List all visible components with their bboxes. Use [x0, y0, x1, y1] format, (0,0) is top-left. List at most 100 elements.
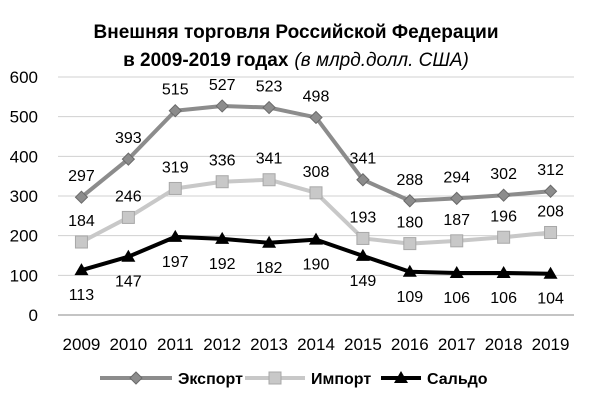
x-tick-label: 2017 — [438, 335, 476, 354]
legend-marker — [394, 371, 408, 383]
data-point — [543, 184, 558, 198]
data-label: 527 — [209, 77, 236, 94]
data-point — [450, 191, 464, 206]
data-point — [168, 104, 182, 118]
x-axis-ticks: 2009 2010 2011 2012 2013 2014 2015 2016 2017 2018… — [63, 335, 570, 354]
data-point — [544, 225, 558, 239]
data-point — [450, 234, 464, 248]
data-label: 294 — [443, 169, 470, 186]
legend-label: Импорт — [311, 371, 371, 388]
data-label: 192 — [209, 256, 236, 273]
x-tick-label: 2015 — [344, 335, 382, 354]
chart-title-line2-italic: (в млрд.долл. США) — [294, 50, 468, 71]
data-point — [356, 173, 370, 187]
series-group — [74, 99, 558, 279]
data-point — [262, 235, 277, 248]
data-point — [121, 210, 135, 224]
chart-title-line2-bold: в 2009-2019 годах — [123, 50, 289, 71]
x-tick-label: 2013 — [250, 335, 288, 354]
data-point — [449, 265, 464, 278]
data-label: 184 — [68, 213, 95, 230]
y-tick-label: 100 — [10, 266, 38, 285]
data-point — [355, 248, 370, 261]
data-point — [168, 181, 182, 195]
x-tick-label: 2009 — [63, 335, 101, 354]
data-label: 319 — [162, 159, 189, 176]
data-point — [74, 263, 89, 276]
data-label: 106 — [490, 290, 517, 307]
data-label: 197 — [162, 254, 189, 271]
data-point — [215, 175, 229, 189]
x-tick-label: 2019 — [532, 335, 570, 354]
data-label: 498 — [303, 88, 330, 105]
data-point — [497, 230, 511, 244]
data-label: 308 — [303, 164, 330, 181]
data-point — [215, 231, 230, 244]
x-tick-label: 2011 — [157, 335, 194, 354]
data-label: 341 — [256, 151, 283, 168]
x-tick-label: 2010 — [109, 335, 147, 354]
data-point — [262, 173, 276, 187]
data-point — [168, 229, 183, 242]
data-label: 297 — [68, 168, 95, 185]
chart-title-line2: в 2009-2019 годах (в млрд.долл. США) — [123, 50, 469, 71]
data-point — [74, 190, 89, 204]
data-labels: 297 393 515 527 523 498 341 288 294 302 312 184 246 3… — [68, 77, 564, 308]
data-label: 104 — [537, 291, 564, 308]
legend-marker — [268, 371, 282, 385]
y-tick-label: 600 — [10, 68, 38, 87]
data-label: 302 — [490, 166, 517, 183]
data-point — [309, 110, 323, 125]
data-label: 341 — [350, 151, 377, 168]
data-point — [74, 235, 88, 249]
data-label: 336 — [209, 153, 236, 170]
data-label: 523 — [256, 79, 283, 96]
data-point — [543, 266, 558, 279]
data-label: 190 — [303, 257, 330, 274]
data-label: 312 — [537, 162, 564, 179]
data-point — [309, 232, 323, 245]
data-point — [356, 231, 370, 245]
data-label: 109 — [396, 289, 423, 306]
data-label: 246 — [115, 188, 142, 205]
data-point — [309, 186, 323, 200]
y-tick-label: 200 — [10, 227, 38, 246]
legend-label: Экспорт — [178, 371, 243, 388]
data-point — [402, 264, 417, 277]
data-point — [215, 99, 229, 113]
data-label: 196 — [490, 208, 517, 225]
data-label: 187 — [443, 212, 470, 229]
data-label: 180 — [396, 215, 423, 232]
data-label: 288 — [396, 172, 423, 189]
data-label: 106 — [443, 290, 470, 307]
data-point — [403, 237, 417, 251]
chart-title-line1: Внешняя торговля Российской Федерации — [94, 22, 499, 43]
data-label: 208 — [537, 203, 564, 220]
data-point — [121, 152, 136, 166]
y-tick-label: 400 — [10, 147, 38, 166]
data-label: 515 — [162, 82, 189, 99]
data-label: 149 — [350, 273, 377, 290]
data-point — [496, 188, 511, 202]
x-tick-label: 2016 — [391, 335, 429, 354]
data-point — [496, 265, 511, 278]
data-label: 193 — [350, 209, 377, 226]
data-label: 113 — [69, 287, 95, 304]
y-axis-ticks: 0 100 200 300 400 500 600 — [10, 68, 38, 325]
data-label: 147 — [115, 274, 142, 291]
data-label: 182 — [256, 260, 283, 277]
data-point — [262, 100, 276, 115]
data-label: 393 — [115, 130, 142, 147]
x-tick-label: 2012 — [203, 335, 241, 354]
legend: Экспорт Импорт Сальдо — [100, 371, 488, 388]
data-point — [403, 194, 417, 208]
x-tick-label: 2014 — [297, 335, 335, 354]
x-tick-label: 2018 — [485, 335, 523, 354]
y-tick-label: 0 — [29, 306, 38, 325]
y-tick-label: 500 — [10, 108, 38, 127]
y-tick-label: 300 — [10, 187, 38, 206]
legend-label: Сальдо — [427, 371, 488, 388]
data-point — [121, 249, 136, 262]
legend-marker — [129, 371, 143, 385]
